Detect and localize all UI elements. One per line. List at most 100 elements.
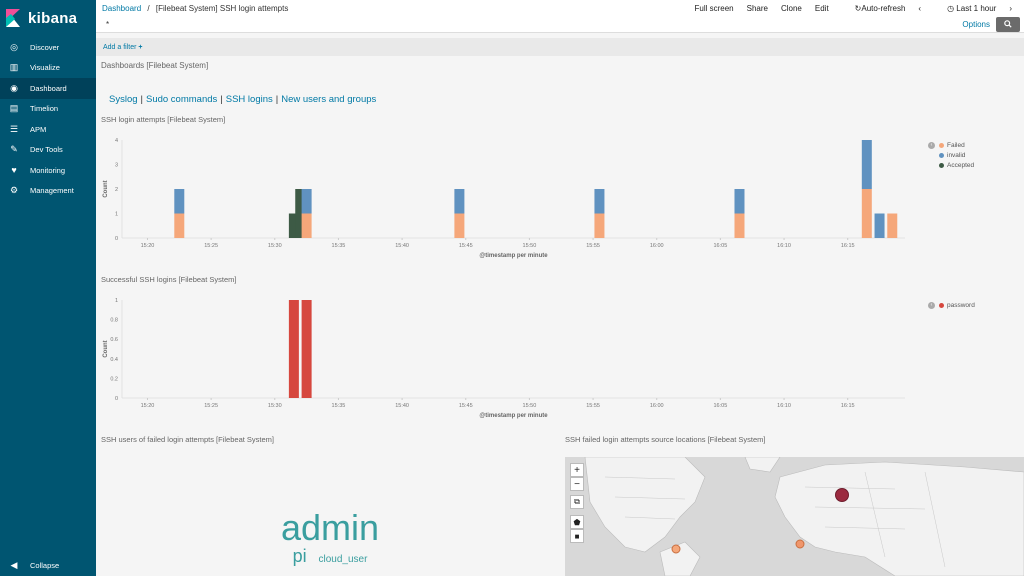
zoom-out-button[interactable]: − [570,477,584,491]
sidebar-item-management[interactable]: ⚙ Management [0,181,96,202]
kibana-logo[interactable]: kibana [0,0,96,36]
x-tick-label: 15:20 [141,403,155,409]
legend-label: password [947,301,975,309]
bar-password[interactable] [288,300,299,398]
top-bar: Dashboard / [Filebeat System] SSH login … [96,0,1024,16]
sidebar-item-label: Monitoring [30,165,66,175]
bar-failed[interactable] [594,213,605,239]
legend-label: Accepted [947,161,975,169]
app-name: kibana [28,9,78,27]
sidebar-item-label: Management [30,186,74,196]
dashboard-link-ssh-logins[interactable]: SSH logins [225,94,273,105]
x-tick-label: 15:40 [395,243,409,249]
sidebar-item-apm[interactable]: ☰ APM [0,119,96,140]
auto-refresh-button[interactable]: ↻Auto-refresh [842,4,906,13]
x-tick-label: 16:05 [714,403,728,409]
breadcrumb-dashboard-link[interactable]: Dashboard [102,3,142,13]
sidebar-item-label: Visualize [30,63,60,73]
bar-invalid[interactable] [861,140,872,189]
sidebar-item-discover[interactable]: ◎ Discover [0,37,96,58]
clone-button[interactable]: Clone [780,3,802,13]
legend-item-password[interactable]: ‹ password [928,300,975,310]
bar-invalid[interactable] [594,189,605,214]
add-filter-button[interactable]: Add a filter + [103,44,143,51]
breadcrumb-separator: / [147,3,150,13]
legend-item-accepted[interactable]: ‹Accepted [928,160,974,170]
bar-failed[interactable] [734,213,745,239]
time-picker-button[interactable]: ◷ Last 1 hour [934,4,996,13]
sidebar-item-monitoring[interactable]: ♥ Monitoring [0,160,96,181]
draw-rectangle-button[interactable]: ■ [570,529,584,543]
y-tick-label: 1 [115,212,118,218]
link-separator: | [275,94,279,105]
legend-swatch [939,142,944,148]
sidebar-item-dev-tools[interactable]: ✎ Dev Tools [0,140,96,161]
map-point-europe[interactable] [835,488,849,502]
filter-bar: Add a filter + [96,38,1024,56]
fit-bounds-button[interactable]: ⧉ [570,495,584,509]
dashboard-link-sudo-commands[interactable]: Sudo commands [145,94,218,105]
x-tick-label: 15:40 [395,403,409,409]
bar-invalid[interactable] [454,189,465,214]
search-button[interactable] [996,16,1020,32]
collapse-button[interactable]: ◀ Collapse [0,556,96,574]
x-tick-label: 16:10 [777,403,791,409]
dashboard-title: Dashboards [Filebeat System] [101,61,209,70]
bar-password[interactable] [301,300,312,398]
bar-failed[interactable] [454,213,465,239]
compass-icon: ◎ [10,41,18,52]
bar-failed[interactable] [887,213,898,239]
map-point-mediterranean[interactable] [795,539,805,549]
y-tick-label: 4 [115,138,118,144]
y-axis-label: Count [103,340,109,357]
x-tick-label: 15:55 [586,243,600,249]
search-input[interactable]: * [106,19,110,29]
bar-invalid[interactable] [874,213,885,239]
full-screen-button[interactable]: Full screen [694,3,734,13]
options-button[interactable]: Options [962,19,990,29]
auto-refresh-label: Auto-refresh [861,3,906,13]
share-button[interactable]: Share [746,3,768,13]
legend-toggle-icon[interactable]: ‹ [928,301,935,309]
bar-invalid[interactable] [734,189,745,214]
bar-accepted[interactable] [295,189,306,238]
sidebar-item-visualize[interactable]: ▥ Visualize [0,58,96,79]
time-back-icon[interactable]: ‹ [918,3,922,13]
time-range-label: Last 1 hour [956,3,997,13]
bar-invalid[interactable] [174,189,185,214]
x-axis-label: @timestamp per minute [479,413,548,419]
y-tick-label: 0 [115,396,118,402]
zoom-in-button[interactable]: + [570,463,584,477]
dashboard-link-new-users-and-groups[interactable]: New users and groups [281,94,377,105]
tag-word-cloud-user[interactable]: cloud_user [318,554,368,565]
map-point-us-east[interactable] [671,544,681,554]
bar-invalid[interactable] [301,189,312,214]
bar-failed[interactable] [301,213,312,239]
y-tick-label: 0.8 [110,318,118,324]
ssh-success-chart: 0 0.2 0.4 0.6 0.8 1 15:20 15:25 15:30 15:35 15:40 1… [100,290,922,425]
legend-item-invalid[interactable]: ‹invalid [928,150,974,160]
bar-failed[interactable] [174,213,185,239]
tag-word-pi[interactable]: pi [292,546,307,566]
y-tick-label: 3 [115,163,118,169]
dashboard-link-syslog[interactable]: Syslog [109,94,138,105]
y-tick-label: 2 [115,187,118,193]
draw-polygon-button[interactable]: ⬟ [570,515,584,529]
sidebar-item-dashboard[interactable]: ◉ Dashboard [0,78,96,99]
tag-word-admin[interactable]: admin [280,507,380,548]
sidebar-item-label: Dashboard [30,83,67,93]
panel-title-locations: SSH failed login attempts source locatio… [565,435,766,444]
y-tick-label: 0.6 [110,337,118,343]
bar-accepted[interactable] [288,213,299,239]
sidebar-item-timelion[interactable]: ▤ Timelion [0,99,96,120]
gear-icon: ⚙ [9,185,19,196]
world-map[interactable] [565,457,1024,576]
sidebar-item-label: APM [30,124,47,134]
dashboard-links: Syslog | Sudo commands | SSH logins | New user… [109,94,376,105]
edit-button[interactable]: Edit [814,3,829,13]
time-forward-icon[interactable]: › [1009,3,1012,13]
legend-item-failed[interactable]: ‹ Failed [928,140,974,150]
bar-failed[interactable] [861,189,872,238]
legend-toggle-icon[interactable]: ‹ [928,141,935,149]
collapse-label: Collapse [30,560,60,570]
